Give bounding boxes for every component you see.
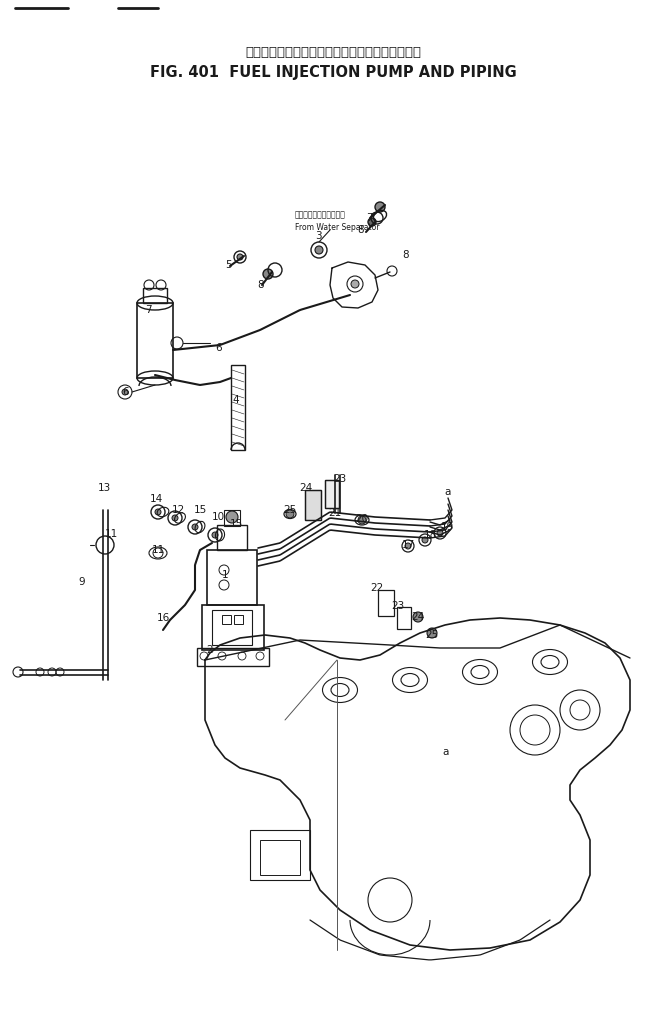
Text: 14: 14 [149,494,163,504]
Bar [137,303,173,378]
Bar [143,288,167,303]
Bar [325,480,339,508]
Circle shape [358,516,366,524]
Bar [217,525,247,550]
Text: フォークセパレータから: フォークセパレータから [295,210,346,219]
Bar [224,510,240,526]
Bar [231,365,245,450]
Circle shape [122,389,128,395]
Text: 6: 6 [123,387,129,397]
Bar [397,607,411,629]
Text: 11: 11 [105,529,118,539]
Text: 5: 5 [224,260,231,270]
Circle shape [427,628,437,638]
Text: 9: 9 [79,577,85,587]
Text: 10: 10 [211,512,224,522]
Bar [212,610,252,645]
Bar [222,615,231,624]
Circle shape [155,509,161,515]
Text: 25: 25 [426,630,439,640]
Text: 24: 24 [412,612,425,622]
Text: フェルインジェクションポンプおよびパイピング: フェルインジェクションポンプおよびパイピング [245,45,421,59]
Text: 23: 23 [334,474,346,484]
Circle shape [375,202,385,212]
Text: a: a [443,747,449,758]
Circle shape [172,515,178,521]
Text: 2: 2 [206,645,213,655]
Circle shape [226,511,238,523]
Text: 3: 3 [315,231,321,241]
Circle shape [286,510,294,518]
Circle shape [315,246,323,254]
Text: 7: 7 [366,213,372,223]
Text: 17: 17 [402,540,415,550]
Text: 8: 8 [358,225,364,235]
Text: 19: 19 [440,522,454,532]
Text: 4: 4 [232,395,239,405]
Text: From Water Separator: From Water Separator [295,223,380,232]
Text: 21: 21 [328,508,342,518]
Circle shape [368,218,376,226]
Circle shape [413,612,423,622]
Bar [207,550,257,605]
Text: 24: 24 [300,483,312,493]
Circle shape [351,280,359,288]
Text: 15: 15 [193,505,206,515]
Bar [305,490,321,520]
Circle shape [237,254,243,260]
Circle shape [263,269,273,279]
Bar [250,830,310,880]
Text: 11: 11 [151,545,165,556]
Text: 6: 6 [216,343,222,354]
Text: a: a [445,487,451,497]
Text: 15: 15 [229,519,242,529]
Bar [202,605,264,650]
Text: 12: 12 [171,505,184,515]
Bar [197,648,269,666]
Text: 20: 20 [356,514,368,524]
Bar [305,490,321,520]
Text: 25: 25 [283,505,296,515]
Text: 13: 13 [97,483,111,493]
Bar [378,590,394,616]
Circle shape [437,530,443,536]
Bar [234,615,243,624]
Text: 8: 8 [403,250,410,260]
Text: 1: 1 [222,570,228,580]
Text: 16: 16 [157,613,170,623]
Text: 7: 7 [145,305,151,315]
Text: 8: 8 [258,280,264,290]
Text: 22: 22 [370,583,384,593]
Circle shape [405,543,411,549]
Circle shape [192,524,198,530]
Text: 23: 23 [392,601,405,611]
Bar [325,480,339,508]
Bar [260,840,300,875]
Circle shape [212,532,218,538]
Text: 18: 18 [424,530,437,540]
Text: FIG. 401  FUEL INJECTION PUMP AND PIPING: FIG. 401 FUEL INJECTION PUMP AND PIPING [150,65,516,80]
Circle shape [422,537,428,543]
